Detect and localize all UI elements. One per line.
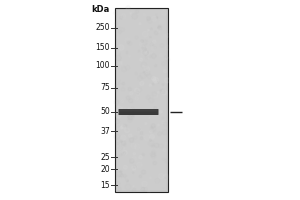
FancyBboxPatch shape	[120, 109, 157, 112]
Circle shape	[124, 111, 125, 113]
Circle shape	[148, 29, 149, 31]
Circle shape	[140, 137, 143, 140]
Text: 20: 20	[100, 164, 110, 173]
Circle shape	[120, 140, 122, 142]
Circle shape	[154, 80, 157, 82]
Circle shape	[130, 13, 131, 14]
Circle shape	[116, 112, 121, 118]
Text: kDa: kDa	[91, 5, 109, 15]
Circle shape	[152, 76, 156, 81]
Circle shape	[140, 81, 144, 85]
Circle shape	[122, 150, 127, 155]
Circle shape	[133, 172, 134, 173]
Text: 15: 15	[100, 180, 110, 190]
FancyBboxPatch shape	[118, 109, 158, 115]
Circle shape	[143, 71, 145, 72]
Circle shape	[139, 155, 142, 159]
Text: 25: 25	[100, 152, 110, 162]
Circle shape	[152, 83, 154, 85]
Circle shape	[154, 143, 159, 148]
Circle shape	[129, 138, 134, 142]
Circle shape	[149, 84, 152, 86]
Circle shape	[125, 125, 127, 126]
Circle shape	[123, 152, 126, 155]
Circle shape	[127, 108, 132, 113]
Circle shape	[165, 78, 170, 83]
Circle shape	[120, 171, 122, 173]
Circle shape	[164, 177, 166, 178]
Circle shape	[127, 41, 130, 44]
Circle shape	[162, 84, 164, 86]
Circle shape	[122, 82, 124, 85]
Bar	[117, 10, 166, 190]
Bar	[115, 8, 168, 192]
Circle shape	[146, 17, 150, 20]
Circle shape	[123, 174, 126, 177]
Circle shape	[132, 166, 136, 170]
Circle shape	[139, 175, 142, 178]
Circle shape	[151, 124, 155, 128]
Text: 150: 150	[95, 44, 110, 52]
Circle shape	[126, 96, 130, 100]
Text: 75: 75	[100, 84, 110, 92]
Text: 50: 50	[100, 108, 110, 116]
Circle shape	[128, 87, 131, 91]
Text: 100: 100	[95, 62, 110, 71]
Circle shape	[130, 159, 134, 163]
Circle shape	[158, 91, 159, 93]
Circle shape	[153, 161, 157, 165]
Text: 250: 250	[95, 23, 110, 32]
Circle shape	[142, 153, 144, 156]
Circle shape	[153, 77, 159, 83]
Circle shape	[154, 31, 158, 35]
Circle shape	[152, 128, 153, 129]
Circle shape	[114, 187, 117, 190]
Circle shape	[140, 58, 143, 61]
Circle shape	[146, 51, 150, 55]
Text: 37: 37	[100, 127, 110, 136]
